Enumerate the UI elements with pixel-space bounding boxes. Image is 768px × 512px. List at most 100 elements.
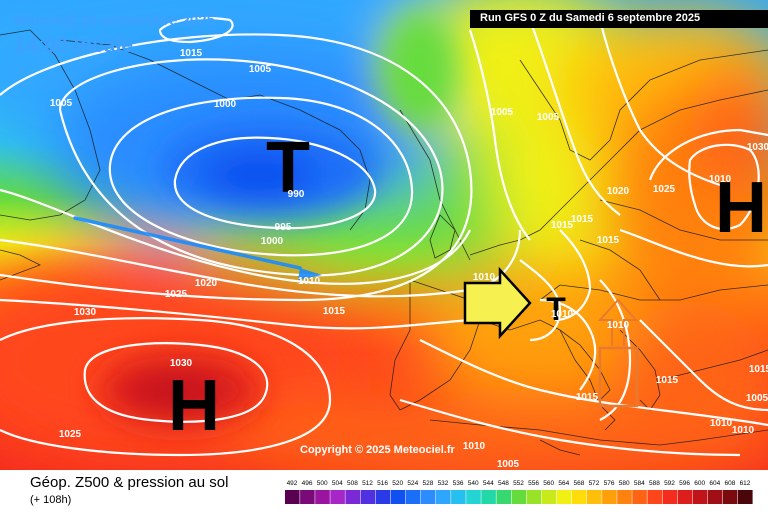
legend-tick-label: 604	[709, 480, 720, 487]
flow-arrow-head	[298, 268, 322, 280]
legend-swatch	[632, 490, 647, 504]
legend-tick-label: 564	[558, 480, 569, 487]
legend-swatch	[602, 490, 617, 504]
color-legend: 492 496 500 504 508 512 516 520 524 528 532 536 540 5…	[285, 480, 753, 504]
isobar-label: 1010	[709, 174, 732, 185]
highlight-box	[598, 346, 639, 408]
legend-swatch	[738, 490, 753, 504]
valid-date: Mercredi 10 septembre 2025	[14, 12, 215, 29]
legend-tick-label: 560	[543, 480, 554, 487]
legend-swatch	[285, 490, 300, 504]
legend-swatch	[556, 490, 572, 504]
legend-tick-label: 492	[287, 480, 298, 487]
isobar-label: 990	[288, 189, 305, 200]
isobar-label: 1000	[261, 236, 284, 247]
legend-swatch	[511, 490, 527, 504]
isobar-label: 1025	[59, 429, 82, 440]
isobar-label: 1005	[746, 393, 768, 404]
legend-swatch	[466, 490, 481, 504]
isobar-label: 1015	[571, 214, 594, 225]
isobar-label: 1010	[463, 441, 486, 452]
isobar-label: 1030	[170, 358, 193, 369]
isobars	[0, 16, 768, 457]
legend-tick-label: 512	[362, 480, 373, 487]
features	[73, 216, 639, 408]
isobar-label: 995	[275, 222, 292, 233]
legend-tick-label: 588	[649, 480, 660, 487]
isobar-label: 1025	[653, 184, 676, 195]
ridge-arrow	[463, 266, 532, 340]
legend-swatch	[436, 490, 451, 504]
legend-tick-label: 496	[302, 480, 313, 487]
legend-tick-label: 532	[438, 480, 449, 487]
isobar-label: 1015	[180, 48, 203, 59]
legend-swatch	[677, 490, 693, 504]
isobar-label: 1005	[497, 459, 520, 470]
isobar-label: 1015	[323, 306, 346, 317]
product-title: Géop. Z500 & pression au sol	[30, 474, 229, 491]
flow-arrow	[73, 216, 302, 270]
legend-swatch	[571, 490, 587, 504]
isobar-label: 1030	[747, 142, 768, 153]
legend-tick-label: 516	[377, 480, 388, 487]
copyright: Copyright © 2025 Meteociel.fr	[300, 444, 455, 456]
legend-tick-label: 568	[573, 480, 584, 487]
legend-swatch	[300, 490, 315, 504]
isobar-label: 1010	[732, 425, 755, 436]
legend-swatch	[481, 490, 496, 504]
legend-tick-label: 584	[634, 480, 645, 487]
legend-swatch	[360, 490, 376, 504]
isobar-label: 1020	[607, 186, 630, 197]
legend-tick-label: 552	[513, 480, 524, 487]
legend-tick-label: 576	[604, 480, 615, 487]
legend-tick-label: 596	[679, 480, 690, 487]
isobar-label: 1010	[298, 276, 321, 287]
legend-tick-label: 612	[740, 480, 751, 487]
isobar-label: 1005	[249, 64, 272, 75]
isobar-label: 1015	[656, 375, 679, 386]
isobar-label: 1005	[50, 98, 73, 109]
isobar-label: 1010	[551, 309, 574, 320]
legend-tick-label: 540	[468, 480, 479, 487]
legend-swatch	[315, 490, 330, 504]
isobar-label: 1000	[214, 99, 237, 110]
valid-time: 14:00 locale	[14, 34, 134, 57]
isobar-label: 1010	[473, 272, 496, 283]
high-center-east: H	[715, 168, 767, 248]
legend-swatch	[722, 490, 738, 504]
legend-tick-label: 536	[453, 480, 464, 487]
weather-map: T H H T 1015 1005 1005 1000 990 995 1000…	[0, 0, 768, 470]
isobar-label: 1010	[710, 418, 733, 429]
forecast-offset: (+ 108h)	[30, 494, 72, 506]
legend-swatch	[405, 490, 421, 504]
legend-swatch	[330, 490, 345, 504]
isobar-label: 1015	[551, 220, 574, 231]
isobar-label: 1010	[607, 320, 630, 331]
isobar-labels: 1015 1005 1005 1000 990 995 1000 1005 10…	[50, 48, 768, 470]
legend-tick-label: 592	[664, 480, 675, 487]
legend-swatch	[451, 490, 466, 504]
legend-swatch	[496, 490, 511, 504]
legend-tick-label: 520	[392, 480, 403, 487]
coastlines	[0, 29, 768, 456]
legend-tick-label: 580	[619, 480, 630, 487]
low-center-atlantic: T	[266, 128, 310, 208]
legend-tick-label: 556	[528, 480, 539, 487]
legend-swatch	[692, 490, 708, 504]
legend-swatch	[345, 490, 360, 504]
highlight-arrow-up	[597, 298, 639, 346]
legend-tick-label: 600	[694, 480, 705, 487]
legend-swatch	[390, 490, 406, 504]
legend-swatch	[647, 490, 662, 504]
isobar-label: 1015	[597, 235, 620, 246]
pressure-centers: T H H T	[168, 128, 767, 446]
isobar-label: 1005	[537, 112, 560, 123]
legend-tick-label: 608	[724, 480, 735, 487]
legend-tick-label: 500	[317, 480, 328, 487]
legend-swatch	[617, 490, 632, 504]
legend-swatch	[541, 490, 557, 504]
legend-swatch	[707, 490, 723, 504]
isobar-label: 1015	[576, 392, 599, 403]
high-center-atlantic: H	[168, 366, 220, 446]
legend-tick-label: 508	[347, 480, 358, 487]
